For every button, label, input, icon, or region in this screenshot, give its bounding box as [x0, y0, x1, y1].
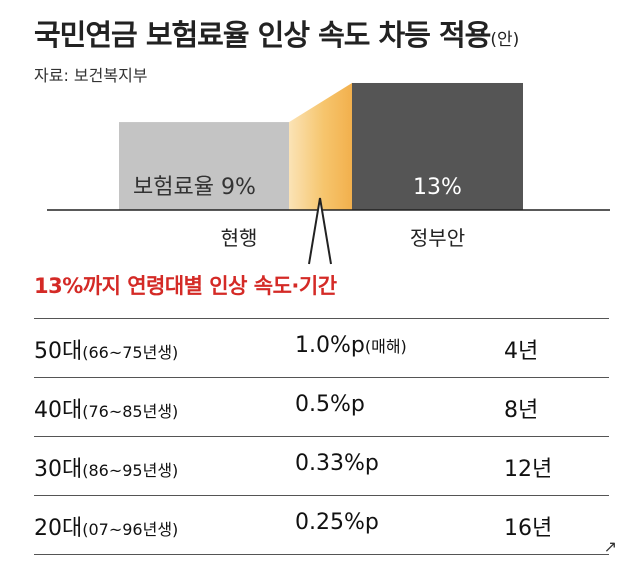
- rate-cell: 1.0%p(매해): [295, 333, 407, 358]
- rate-value: 0.33%p: [295, 451, 379, 476]
- age-group-cell: 40대(76~85년생): [34, 392, 178, 424]
- period-cell: 12년: [504, 457, 553, 482]
- period-cell: 8년: [504, 398, 539, 423]
- age-group-label: 40대: [34, 398, 83, 423]
- birth-years: (07~96년생): [82, 520, 179, 539]
- age-group-cell: 50대(66~75년생): [34, 333, 178, 365]
- birth-years: (86~95년생): [82, 461, 179, 480]
- rate-value: 1.0%p: [295, 333, 365, 358]
- age-group-label: 50대: [34, 339, 83, 364]
- transition-ramp: [289, 82, 352, 210]
- title-main: 국민연금 보험료율 인상 속도 차등 적용: [34, 18, 491, 52]
- age-group-cell: 30대(86~95년생): [34, 451, 178, 483]
- bar-current: [119, 122, 289, 210]
- age-group-label: 20대: [34, 516, 83, 541]
- table-row: 20대(07~96년생) 0.25%p 16년: [34, 495, 609, 555]
- source-note: 자료: 보건복지부: [34, 66, 148, 85]
- rate-cell: 0.5%p: [295, 392, 365, 417]
- table-row: 50대(66~75년생) 1.0%p(매해) 4년: [34, 318, 609, 377]
- bar-value-label-current: 보험료율 9%: [133, 175, 256, 200]
- birth-years: (66~75년생): [82, 343, 179, 362]
- bar-proposal: [352, 82, 523, 210]
- chart-title: 국민연금 보험료율 인상 속도 차등 적용(안): [34, 12, 519, 54]
- rate-value: 0.25%p: [295, 510, 379, 535]
- rate-value: 0.5%p: [295, 392, 365, 417]
- category-label-proposal: 정부안: [410, 226, 465, 250]
- table-row: 30대(86~95년생) 0.33%p 12년: [34, 436, 609, 495]
- table-heading: 13%까지 연령대별 인상 속도·기간: [34, 274, 337, 298]
- age-group-label: 30대: [34, 457, 83, 482]
- period-cell: 16년: [504, 516, 553, 541]
- bar-value-label-proposal: 13%: [413, 175, 462, 200]
- category-label-current: 현행: [221, 226, 258, 250]
- rate-note: (매해): [364, 337, 407, 356]
- title-suffix: (안): [490, 30, 520, 50]
- callout-pointer: [308, 197, 332, 265]
- expand-icon[interactable]: ↗︎: [603, 537, 617, 556]
- birth-years: (76~85년생): [82, 402, 179, 421]
- table-row: 40대(76~85년생) 0.5%p 8년: [34, 377, 609, 436]
- age-group-cell: 20대(07~96년생): [34, 510, 178, 542]
- rate-schedule-table: 50대(66~75년생) 1.0%p(매해) 4년 40대(76~85년생) 0…: [34, 318, 609, 555]
- rate-comparison-chart: 보험료율 9% 13% 현행 정부안: [47, 82, 610, 265]
- rate-cell: 0.33%p: [295, 451, 379, 476]
- rate-cell: 0.25%p: [295, 510, 379, 535]
- period-cell: 4년: [504, 339, 539, 364]
